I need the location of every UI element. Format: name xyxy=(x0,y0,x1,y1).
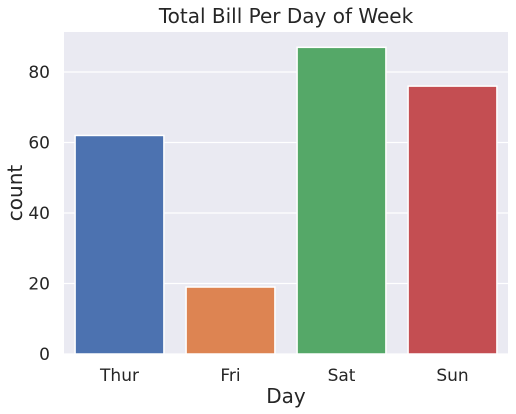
bar-sun xyxy=(407,85,498,355)
y-tick-label: 60 xyxy=(28,134,50,154)
bar-sat xyxy=(296,46,387,355)
y-axis-label: count xyxy=(3,165,27,222)
bar-fri xyxy=(185,286,276,355)
bars xyxy=(74,46,498,355)
y-tick-label: 40 xyxy=(28,204,50,224)
bar-thur xyxy=(74,134,165,355)
y-tick-label: 0 xyxy=(39,345,50,365)
y-tick-labels: 0 20 40 60 80 xyxy=(28,63,50,365)
x-tick-label: Fri xyxy=(220,366,240,386)
x-tick-label: Thur xyxy=(99,366,139,386)
x-axis-label: Day xyxy=(266,384,306,408)
chart-title: Total Bill Per Day of Week xyxy=(158,4,414,28)
x-tick-label: Sun xyxy=(436,366,468,386)
y-tick-label: 80 xyxy=(28,63,50,83)
x-tick-label: Sat xyxy=(328,366,356,386)
y-tick-label: 20 xyxy=(28,275,50,295)
x-tick-labels: Thur Fri Sat Sun xyxy=(99,366,469,386)
